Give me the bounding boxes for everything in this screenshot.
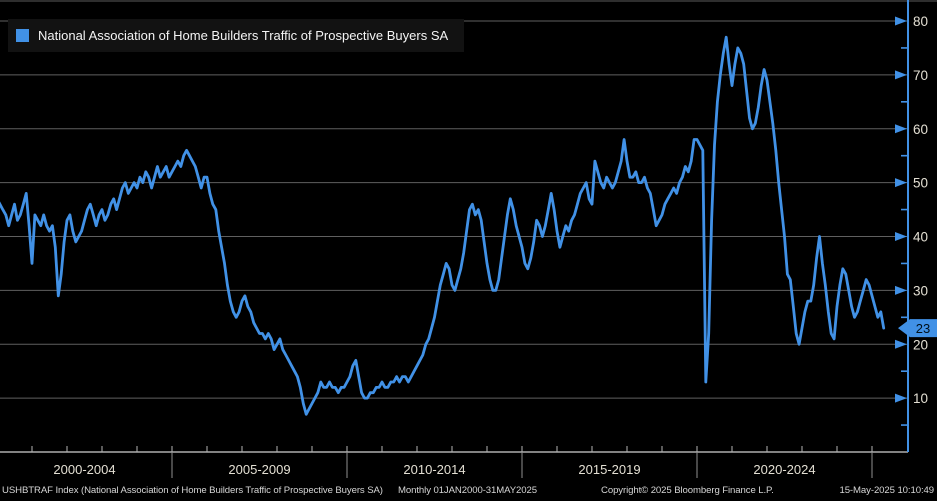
y-major-tick-arrow-20 xyxy=(895,339,907,349)
y-axis-label-20: 20 xyxy=(913,337,928,352)
gridlines xyxy=(0,20,908,399)
y-axis-label-30: 30 xyxy=(913,283,928,298)
last-value-badge: 23 xyxy=(898,319,937,338)
x-axis-label-1: 2005-2009 xyxy=(228,462,290,477)
legend[interactable]: National Association of Home Builders Tr… xyxy=(8,19,465,52)
y-major-tick-arrow-60 xyxy=(895,124,907,134)
x-axis-label-0: 2000-2004 xyxy=(53,462,115,477)
last-value-badge-shape xyxy=(898,319,937,338)
legend-swatch xyxy=(16,29,29,42)
y-axis-label-60: 60 xyxy=(913,122,928,137)
y-major-tick-arrow-50 xyxy=(895,178,907,188)
y-major-tick-arrow-40 xyxy=(895,232,907,241)
last-value-badge-label: 23 xyxy=(916,321,930,336)
footer-ticker-description: USHBTRAF Index (National Association of … xyxy=(2,485,383,496)
y-axis: 10 20 30 40 50 60 70 80 xyxy=(895,0,928,452)
y-major-tick-arrow-10 xyxy=(895,393,907,403)
footer-copyright: Copyright© 2025 Bloomberg Finance L.P. xyxy=(601,485,774,496)
y-axis-label-40: 40 xyxy=(913,230,928,245)
footer-date-range: Monthly 01JAN2000-31MAY2025 xyxy=(398,485,537,496)
y-axis-label-10: 10 xyxy=(913,391,928,406)
x-axis-label-4: 2020-2024 xyxy=(753,462,815,477)
y-axis-label-50: 50 xyxy=(913,176,928,191)
x-axis-label-3: 2015-2019 xyxy=(578,462,640,477)
footer-timestamp: 15-May-2025 10:10:49 xyxy=(839,485,934,496)
y-axis-label-80: 80 xyxy=(913,14,928,29)
x-axis: 2000-2004 2005-2009 2010-2014 2015-2019 2020… xyxy=(0,446,908,478)
y-major-tick-arrow-70 xyxy=(895,70,907,80)
y-axis-label-70: 70 xyxy=(913,68,928,83)
legend-label: National Association of Home Builders Tr… xyxy=(38,28,449,43)
y-major-tick-arrow-30 xyxy=(895,285,907,295)
series-line[interactable] xyxy=(0,35,886,416)
y-major-tick-arrow-80 xyxy=(895,16,907,26)
window-top-edge xyxy=(0,0,937,2)
x-axis-label-2: 2010-2014 xyxy=(403,462,465,477)
